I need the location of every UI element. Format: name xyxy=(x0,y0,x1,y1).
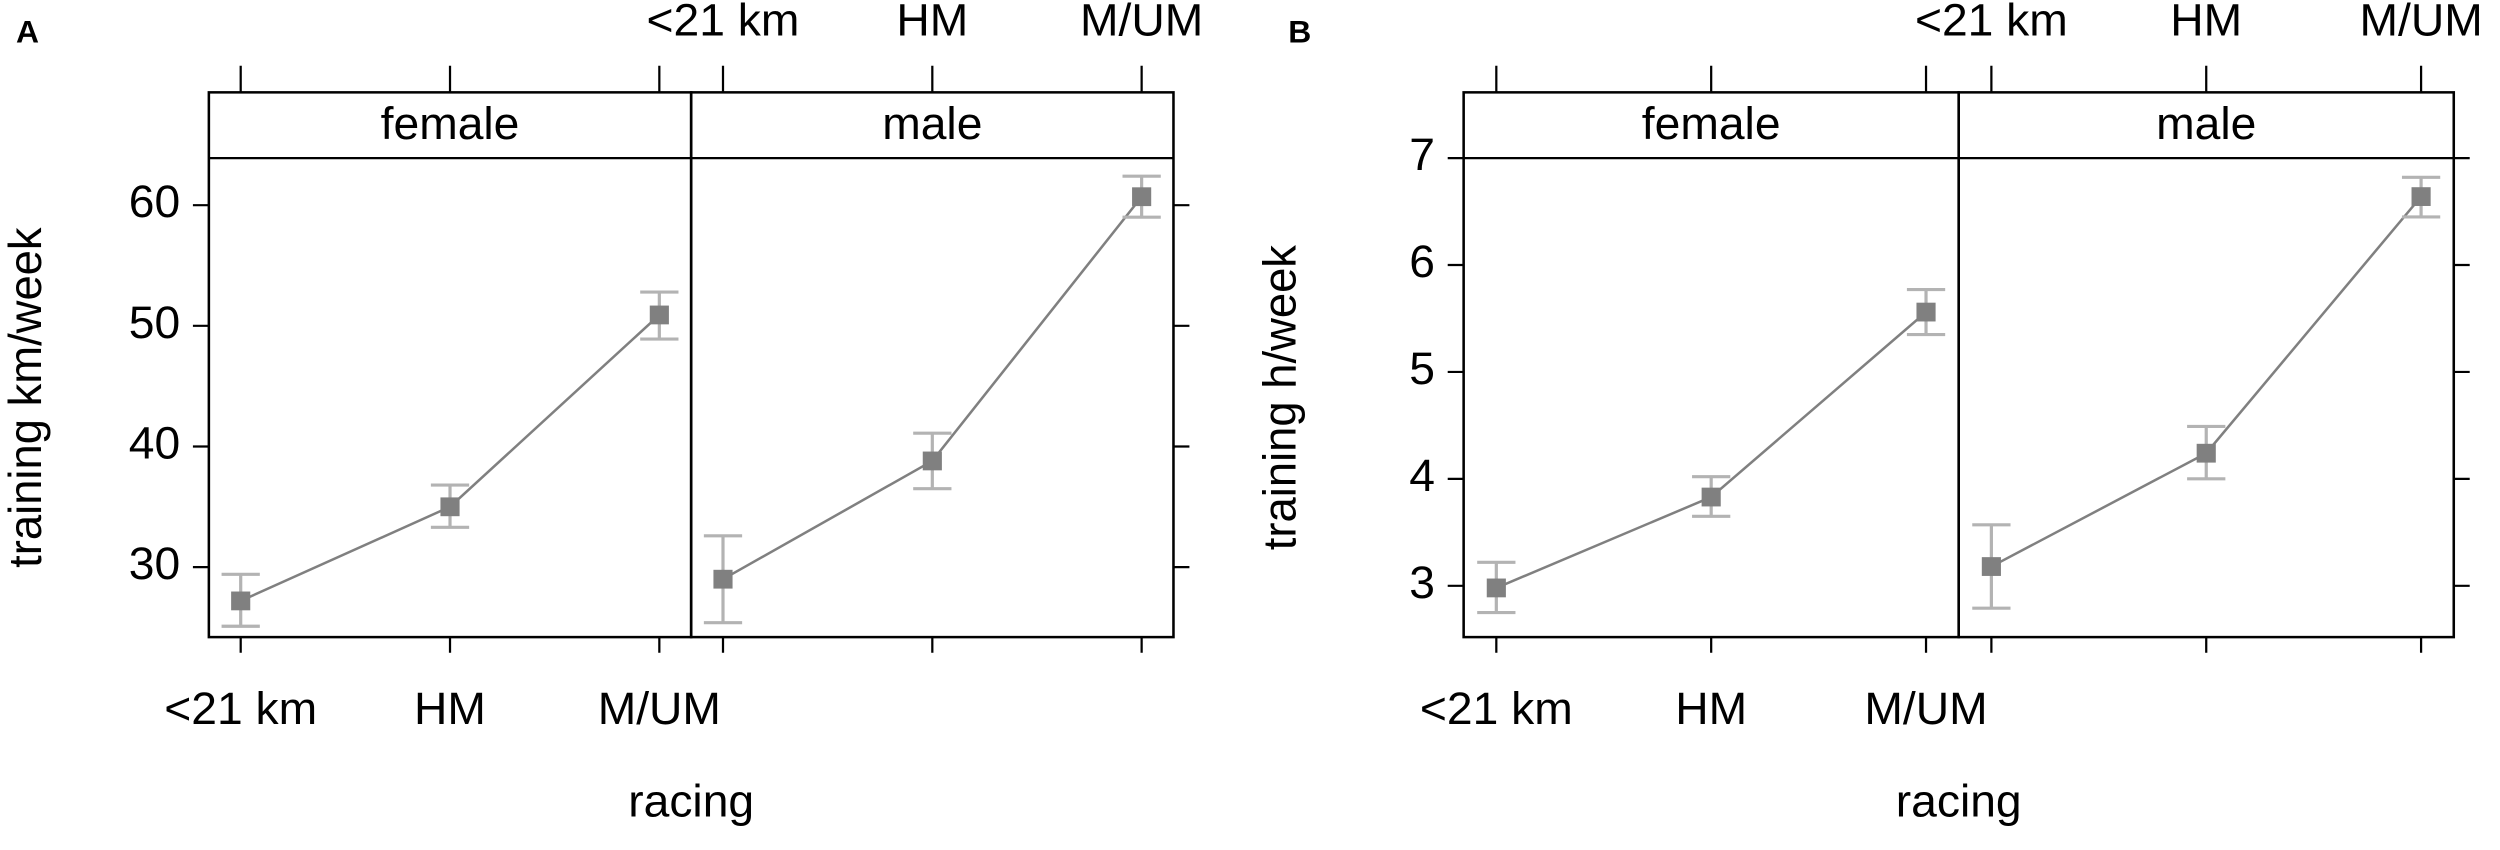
point xyxy=(1701,487,1721,507)
panel-label: A xyxy=(16,14,39,50)
strip-label: male xyxy=(882,98,982,149)
x-tick-label: M/UM xyxy=(1864,684,1987,735)
x-tick-label: <21 km xyxy=(1420,684,1573,735)
strip-label: female xyxy=(1642,98,1781,149)
x-tick-label: <21 km xyxy=(1915,0,2068,45)
point xyxy=(2411,187,2431,206)
line xyxy=(722,195,1143,581)
y-tick-label: 50 xyxy=(129,297,180,348)
x-tick-label: M/UM xyxy=(1080,0,1203,45)
point xyxy=(1132,187,1152,207)
x-tick-label: HM xyxy=(2170,0,2242,45)
y-tick-label: 7 xyxy=(1409,129,1435,180)
strip-label: female xyxy=(381,98,520,149)
panel-frame xyxy=(1462,91,1960,639)
y-axis-label: training km/week xyxy=(0,227,51,568)
point xyxy=(713,569,733,589)
panel-frame xyxy=(1957,91,2456,639)
panel-frame xyxy=(207,91,693,639)
x-axis-label: racing xyxy=(1896,776,2022,827)
y-axis-label: training h/week xyxy=(1254,245,1305,550)
x-axis-label: racing xyxy=(628,776,754,827)
x-tick-label: <21 km xyxy=(164,684,317,735)
panel-label: B xyxy=(1288,14,1311,50)
point xyxy=(649,305,669,325)
point xyxy=(1486,578,1506,598)
point xyxy=(1916,302,1936,322)
point xyxy=(1981,557,2001,576)
x-tick-label: <21 km xyxy=(647,0,800,45)
x-tick-label: M/UM xyxy=(598,684,721,735)
line xyxy=(240,314,661,603)
x-tick-label: HM xyxy=(1675,684,1747,735)
y-tick-label: 30 xyxy=(129,538,180,589)
y-tick-label: 40 xyxy=(129,418,180,469)
strip-label: male xyxy=(2156,98,2256,149)
point xyxy=(2196,443,2216,463)
y-tick-label: 4 xyxy=(1409,450,1435,501)
point xyxy=(440,497,460,517)
point xyxy=(922,451,942,471)
y-tick-label: 3 xyxy=(1409,557,1435,608)
line xyxy=(1495,311,1927,590)
y-tick-label: 5 xyxy=(1409,343,1435,394)
line xyxy=(1990,195,2423,568)
y-tick-label: 6 xyxy=(1409,236,1435,287)
point xyxy=(231,591,251,611)
y-tick-label: 60 xyxy=(129,177,180,228)
x-tick-label: HM xyxy=(896,0,968,45)
x-tick-label: M/UM xyxy=(2359,0,2482,45)
x-tick-label: HM xyxy=(414,684,486,735)
